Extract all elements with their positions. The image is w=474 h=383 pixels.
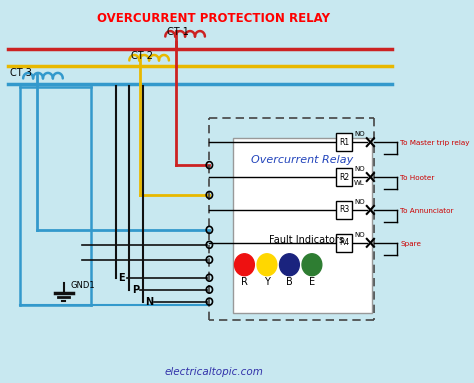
Text: R: R: [241, 277, 248, 286]
Circle shape: [280, 254, 299, 276]
Text: R4: R4: [339, 238, 349, 247]
Text: WL: WL: [354, 180, 365, 186]
Bar: [233, 138, 372, 313]
Text: Y: Y: [264, 277, 270, 286]
Circle shape: [235, 254, 255, 276]
Text: CT 1: CT 1: [167, 26, 189, 37]
Text: To Hooter: To Hooter: [400, 175, 435, 181]
Bar: [336, 133, 352, 151]
Text: P: P: [132, 285, 139, 295]
Circle shape: [257, 254, 277, 276]
Text: CT 3: CT 3: [9, 69, 32, 79]
Text: B: B: [286, 277, 293, 286]
Text: GND1: GND1: [71, 281, 95, 290]
Text: Overcurrent Relay: Overcurrent Relay: [251, 155, 354, 165]
Text: E: E: [309, 277, 315, 286]
Text: Fault Indicators: Fault Indicators: [269, 235, 344, 245]
Text: OVERCURRENT PROTECTION RELAY: OVERCURRENT PROTECTION RELAY: [97, 11, 330, 25]
Text: NO: NO: [354, 232, 365, 238]
Text: NO: NO: [354, 199, 365, 205]
Text: To Annunciator: To Annunciator: [400, 208, 454, 214]
Text: E: E: [118, 273, 125, 283]
Bar: [336, 201, 352, 219]
Text: R2: R2: [339, 173, 349, 182]
Circle shape: [302, 254, 322, 276]
Text: electricaltopic.com: electricaltopic.com: [164, 367, 264, 377]
Text: NO: NO: [354, 166, 365, 172]
Text: R3: R3: [339, 205, 349, 214]
Bar: [336, 168, 352, 186]
Text: R1: R1: [339, 137, 349, 147]
Text: N: N: [146, 296, 154, 307]
Text: CT 2: CT 2: [131, 51, 153, 61]
Text: NO: NO: [354, 131, 365, 137]
Text: To Master trip relay: To Master trip relay: [400, 140, 470, 146]
Bar: [336, 234, 352, 252]
Text: Spare: Spare: [400, 241, 421, 247]
